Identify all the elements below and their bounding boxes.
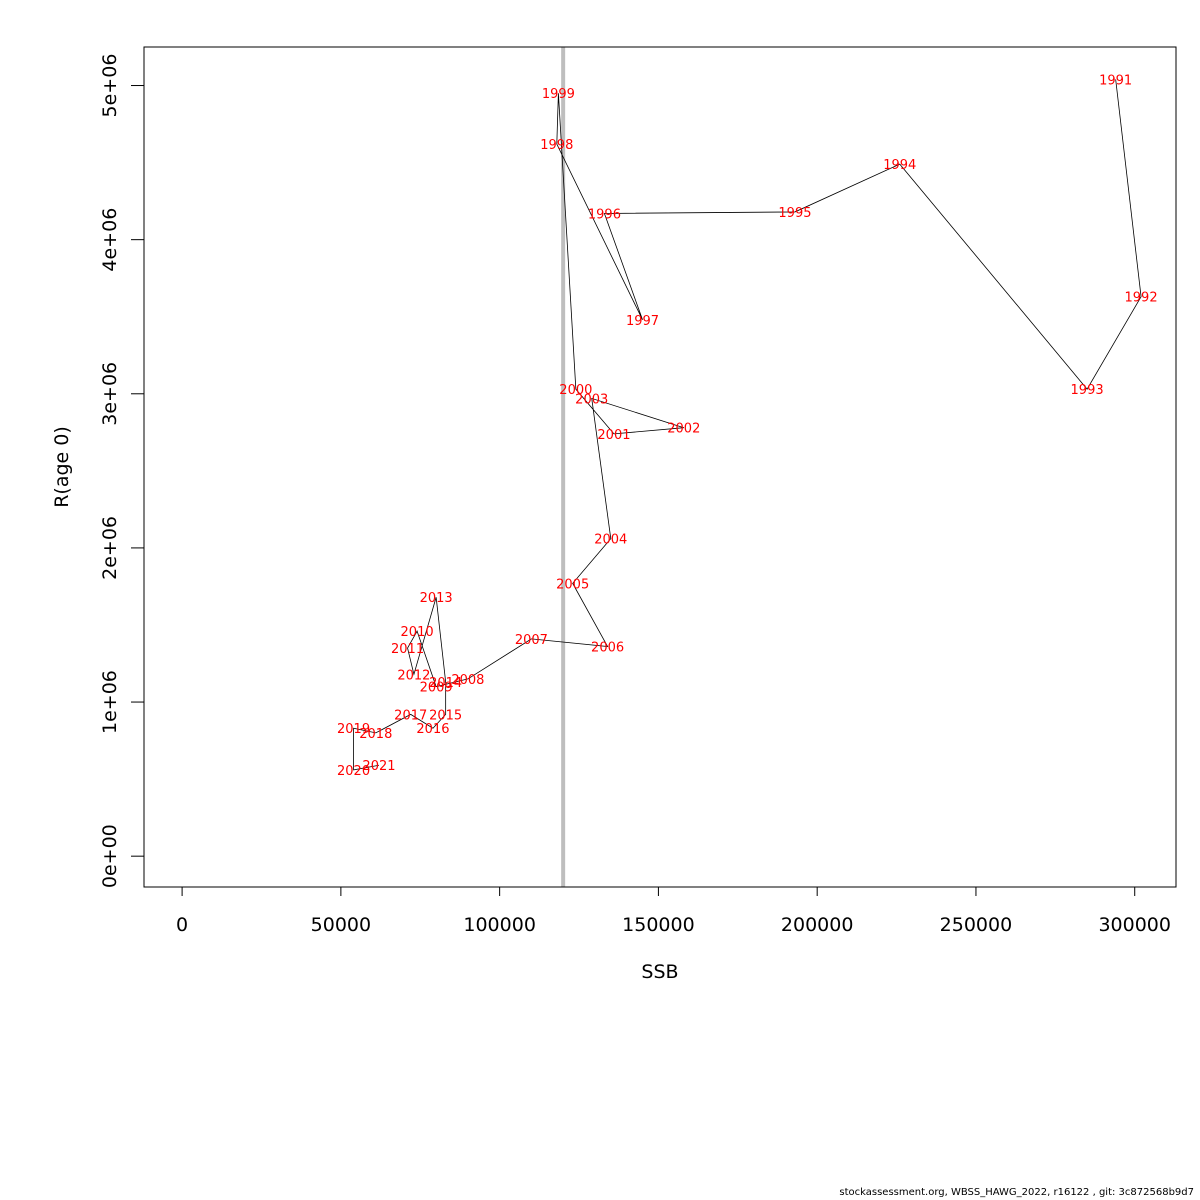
point-label-1993: 1993 <box>1071 383 1104 398</box>
point-label-1998: 1998 <box>540 138 573 153</box>
point-label-2012: 2012 <box>397 668 430 683</box>
point-label-2001: 2001 <box>597 428 630 443</box>
x-tick-label: 100000 <box>463 914 536 936</box>
point-label-2016: 2016 <box>416 722 449 737</box>
x-tick-label: 300000 <box>1098 914 1171 936</box>
point-label-1994: 1994 <box>883 158 916 173</box>
y-axis-title: R(age 0) <box>51 426 73 508</box>
y-tick-label: 2e+06 <box>99 516 121 580</box>
footer-credit: stockassessment.org, WBSS_HAWG_2022, r16… <box>839 1187 1194 1198</box>
y-axis: 0e+00 1e+06 2e+06 3e+06 4e+06 5e+06 <box>99 54 145 888</box>
point-label-2008: 2008 <box>451 673 484 688</box>
point-label-2021: 2021 <box>362 759 395 774</box>
point-label-2010: 2010 <box>401 625 434 640</box>
x-tick-label: 250000 <box>940 914 1013 936</box>
point-label-1996: 1996 <box>588 207 621 222</box>
point-label-2006: 2006 <box>591 641 624 656</box>
point-label-1999: 1999 <box>542 87 575 102</box>
point-label-2000: 2000 <box>559 383 592 398</box>
point-label-2004: 2004 <box>594 533 627 548</box>
point-label-1995: 1995 <box>778 206 811 221</box>
x-tick-label: 0 <box>176 914 188 936</box>
point-label-2009: 2009 <box>420 681 453 696</box>
point-label-2003: 2003 <box>575 392 608 407</box>
y-tick-label: 1e+06 <box>99 670 121 734</box>
point-label-2011: 2011 <box>391 642 424 657</box>
plot-frame <box>143 46 1177 888</box>
x-axis-title: SSB <box>641 961 678 983</box>
y-tick-label: 4e+06 <box>99 208 121 272</box>
y-tick-label: 5e+06 <box>99 54 121 118</box>
y-tick-label: 0e+00 <box>99 824 121 888</box>
point-label-2019: 2019 <box>337 722 370 737</box>
y-tick-label: 3e+06 <box>99 362 121 426</box>
point-label-2002: 2002 <box>667 422 700 437</box>
point-label-2005: 2005 <box>556 577 589 592</box>
point-label-2017: 2017 <box>394 708 427 723</box>
x-axis: 0 50000 100000 150000 200000 250000 300000 <box>176 886 1171 936</box>
point-label-2020: 2020 <box>337 764 370 779</box>
point-label-2013: 2013 <box>420 591 453 606</box>
point-label-1997: 1997 <box>626 314 659 329</box>
point-label-1992: 1992 <box>1125 291 1158 306</box>
point-label-2014: 2014 <box>429 676 462 691</box>
x-tick-label: 150000 <box>622 914 695 936</box>
x-tick-label: 200000 <box>781 914 854 936</box>
point-label-1991: 1991 <box>1099 73 1132 88</box>
point-label-2015: 2015 <box>429 708 462 723</box>
trajectory-line <box>353 79 1142 771</box>
point-label-2007: 2007 <box>515 633 548 648</box>
x-tick-label: 50000 <box>311 914 371 936</box>
point-label-2018: 2018 <box>359 727 392 742</box>
